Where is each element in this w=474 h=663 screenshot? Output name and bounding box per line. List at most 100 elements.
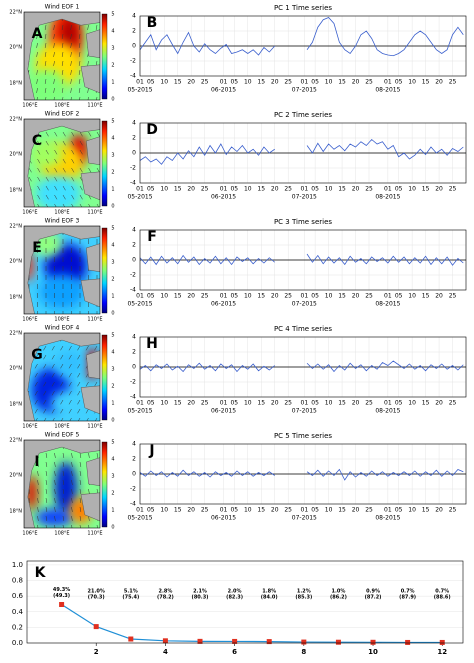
- wind-arrow: [44, 42, 47, 48]
- point-marker: [162, 638, 168, 644]
- panel-letter: B: [147, 15, 158, 31]
- x-tick-label: 25: [201, 186, 209, 193]
- wind-arrow: [86, 417, 89, 421]
- x-tick-label: 110°E: [87, 531, 102, 537]
- cumulative-label: (85.3): [295, 595, 312, 601]
- y-tick-label: 0: [132, 364, 136, 371]
- month-label: 06-2015: [211, 408, 236, 415]
- wind-arrow: [85, 381, 89, 387]
- x-tick-label: 25: [284, 293, 292, 300]
- x-tick-label: 01: [136, 400, 144, 407]
- x-tick-label: 106°E: [22, 103, 37, 109]
- x-tick-label: 25: [365, 79, 373, 86]
- point-marker: [93, 624, 99, 630]
- x-tick-label: 10: [368, 648, 378, 656]
- wind-arrow: [34, 381, 38, 387]
- map: [23, 225, 101, 315]
- wind-arrow: [44, 69, 47, 75]
- x-tick-label: 25: [449, 293, 457, 300]
- wind-arrow: [79, 479, 82, 485]
- x-tick-label: 05: [395, 400, 403, 407]
- wind-arrow: [45, 131, 49, 137]
- map-field: [24, 119, 100, 207]
- map-field: [24, 440, 100, 528]
- x-tick-label: 20: [435, 186, 443, 193]
- colorbar-tick-label: 0: [111, 97, 114, 103]
- x-tick-label: 25: [365, 400, 373, 407]
- value-label: 21.0%: [88, 589, 105, 595]
- wind-arrow: [96, 203, 100, 207]
- y-tick-label: 20°N: [9, 45, 22, 51]
- land: [24, 333, 100, 421]
- colorbar-tick-label: 3: [111, 260, 114, 266]
- plot-frame: [139, 443, 467, 505]
- y-tick-label: 0.8: [12, 577, 23, 585]
- x-tick-label: 01: [301, 400, 309, 407]
- colorbar-tick-label: 1: [111, 80, 114, 86]
- month-label: 08-2015: [375, 194, 400, 201]
- colorbar-tick-label: 1: [111, 294, 114, 300]
- x-tick-label: 15: [338, 293, 346, 300]
- month-label: 08-2015: [375, 87, 400, 94]
- x-tick-label: 10: [244, 79, 252, 86]
- x-tick-label: 108°E: [54, 531, 69, 537]
- map-field: [24, 333, 100, 421]
- map-blob: [35, 176, 81, 207]
- map-field: [24, 226, 100, 314]
- x-tick-label: 05: [147, 186, 155, 193]
- x-tick-label: 05: [311, 79, 319, 86]
- wind-arrow: [37, 506, 39, 512]
- wind-arrow: [53, 51, 55, 57]
- wind-arrow: [71, 203, 74, 207]
- month-label: 06-2015: [211, 301, 236, 308]
- x-tick-label: 05: [311, 400, 319, 407]
- wind-arrow: [62, 194, 66, 200]
- wind-arrow: [78, 60, 81, 66]
- x-tick-label: 20: [271, 79, 279, 86]
- wind-arrow: [62, 488, 65, 494]
- x-tick-label: 15: [257, 79, 265, 86]
- value-label: 49.3%: [53, 587, 70, 593]
- y-tick-label: -4: [130, 73, 136, 80]
- x-tick-label: 10: [244, 293, 252, 300]
- wind-arrow: [45, 158, 49, 164]
- wind-arrow: [61, 51, 64, 57]
- y-tick-label: 0: [132, 43, 136, 50]
- cumulative-label: (80.3): [192, 595, 209, 601]
- wind-arrow: [37, 497, 39, 503]
- wind-arrow: [54, 203, 57, 207]
- y-tick-label: 22°N: [9, 224, 22, 230]
- wind-arrow: [68, 354, 72, 360]
- wind-arrow: [85, 408, 89, 414]
- wind-arrow: [36, 60, 38, 66]
- x-tick-label: 25: [365, 507, 373, 514]
- series-line: [139, 17, 464, 57]
- wind-arrow: [45, 506, 48, 512]
- y-tick-label: -2: [130, 58, 136, 65]
- x-tick-label: 108°E: [54, 424, 69, 430]
- wind-arrow: [54, 497, 56, 503]
- wind-arrow: [79, 452, 82, 458]
- wind-arrow: [54, 470, 56, 476]
- wind-arrow: [37, 176, 41, 182]
- wind-arrow: [34, 363, 38, 369]
- wind-arrow: [62, 158, 66, 164]
- x-tick-label: 01: [384, 507, 392, 514]
- y-tick-label: -4: [130, 394, 136, 401]
- map-frame: [23, 118, 101, 208]
- wind-arrow: [37, 461, 39, 467]
- x-tick-label: 15: [174, 293, 182, 300]
- colorbar-tick-label: 0: [111, 525, 114, 531]
- wind-arrow: [71, 461, 73, 467]
- wind-arrow: [71, 506, 73, 512]
- wind-arrow: [52, 417, 55, 421]
- wind-arrow: [96, 524, 98, 528]
- wind-arrow: [37, 515, 39, 521]
- wind-arrow: [78, 51, 81, 57]
- x-tick-label: 05: [311, 507, 319, 514]
- wind-arrow: [70, 24, 72, 30]
- wind-arrow: [71, 194, 75, 200]
- wind-arrow: [43, 381, 47, 387]
- x-tick-label: 4: [163, 648, 168, 656]
